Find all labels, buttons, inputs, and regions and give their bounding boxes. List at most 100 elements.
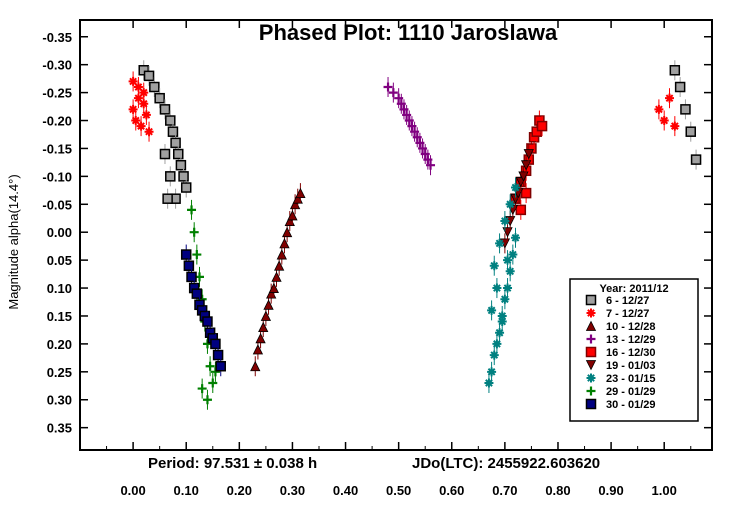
data-point — [489, 350, 499, 360]
data-point — [383, 82, 393, 92]
legend-label: 10 - 12/28 — [606, 321, 656, 333]
y-tick-label: -0.15 — [42, 141, 72, 156]
data-point — [250, 360, 261, 372]
data-point — [133, 82, 143, 92]
data-point — [669, 65, 681, 76]
legend-marker — [586, 386, 596, 396]
series-3 — [383, 77, 436, 176]
data-point — [167, 126, 179, 137]
period-annotation: Period: 97.531 ± 0.038 h — [148, 455, 317, 472]
legend-marker — [586, 373, 596, 383]
y-tick-label: -0.30 — [42, 58, 72, 73]
data-point — [215, 360, 226, 372]
data-point — [149, 81, 160, 93]
data-point — [178, 171, 189, 182]
data-point — [138, 65, 149, 76]
x-tick-label: 0.20 — [227, 483, 252, 498]
data-point — [212, 349, 224, 361]
data-point — [523, 149, 534, 160]
data-point — [276, 249, 287, 260]
y-tick-label: 0.20 — [47, 337, 72, 352]
data-point — [274, 260, 285, 271]
legend-label: 19 - 01/03 — [606, 360, 656, 372]
data-point — [426, 160, 436, 170]
data-point — [489, 261, 499, 271]
series-0 — [138, 60, 702, 209]
y-tick-label: 0.00 — [47, 225, 72, 240]
y-tick-label: 0.30 — [47, 393, 72, 408]
legend-label: 7 - 12/27 — [606, 308, 649, 320]
data-point — [690, 154, 702, 165]
data-point — [133, 93, 143, 103]
data-point — [500, 216, 510, 226]
data-point — [515, 204, 527, 216]
data-point — [505, 199, 515, 209]
x-tick-label: 0.60 — [439, 483, 464, 498]
data-point — [503, 283, 513, 293]
plot-area: 0.00 0.10 0.20 0.30 0.40 0.50 0.60 0.70 0.80 0.90… — [42, 20, 712, 498]
data-point — [175, 159, 187, 171]
data-point — [685, 126, 697, 137]
legend-marker — [586, 308, 596, 318]
data-point — [141, 110, 151, 120]
data-point — [263, 299, 274, 310]
data-point — [173, 148, 184, 160]
y-tick-label: -0.05 — [42, 197, 72, 212]
data-point — [492, 339, 502, 349]
data-point — [670, 121, 680, 131]
legend-marker — [585, 320, 597, 331]
legend-title: Year: 2011/12 — [599, 283, 668, 295]
data-point — [136, 121, 146, 131]
data-point — [258, 321, 269, 333]
data-point — [388, 88, 398, 98]
data-point — [191, 288, 203, 299]
data-point — [192, 250, 202, 260]
data-point — [500, 294, 510, 304]
data-point — [205, 361, 215, 371]
data-point — [208, 378, 218, 388]
y-tick-label: -0.10 — [42, 169, 72, 184]
series-6 — [484, 177, 520, 393]
data-point — [159, 104, 171, 115]
data-point — [531, 126, 542, 137]
chart-title: Phased Plot: 1110 Jaroslawa — [259, 20, 558, 45]
data-point — [497, 317, 507, 327]
data-point — [139, 99, 149, 109]
x-tick-label: 0.30 — [280, 483, 305, 498]
y-tick-label: 0.05 — [47, 253, 72, 268]
data-point — [255, 332, 266, 344]
data-point — [187, 205, 197, 215]
series-8 — [180, 244, 226, 377]
legend-label: 30 - 01/29 — [606, 399, 656, 411]
data-point — [505, 266, 515, 276]
data-point — [295, 187, 306, 199]
x-tick-label: 0.10 — [174, 483, 199, 498]
x-tick-label: 0.90 — [598, 483, 623, 498]
data-point — [654, 104, 664, 114]
data-point — [484, 378, 494, 388]
data-point — [279, 237, 290, 249]
data-point — [180, 249, 192, 260]
data-point — [271, 271, 282, 282]
data-point — [202, 316, 213, 327]
y-tick-label: 0.10 — [47, 281, 72, 296]
data-point — [252, 344, 264, 355]
data-point — [128, 76, 138, 86]
data-point — [139, 88, 149, 98]
legend-marker — [585, 360, 597, 371]
y-tick-label: -0.35 — [42, 30, 72, 45]
data-point — [680, 104, 691, 115]
data-point — [128, 104, 138, 114]
legend-marker — [585, 294, 597, 306]
legend-label: 6 - 12/27 — [606, 295, 649, 307]
data-point — [536, 120, 548, 132]
data-point — [487, 367, 497, 377]
data-point — [183, 260, 195, 271]
legend-label: 16 - 12/30 — [606, 347, 656, 359]
data-point — [165, 171, 176, 182]
data-point — [659, 116, 669, 126]
